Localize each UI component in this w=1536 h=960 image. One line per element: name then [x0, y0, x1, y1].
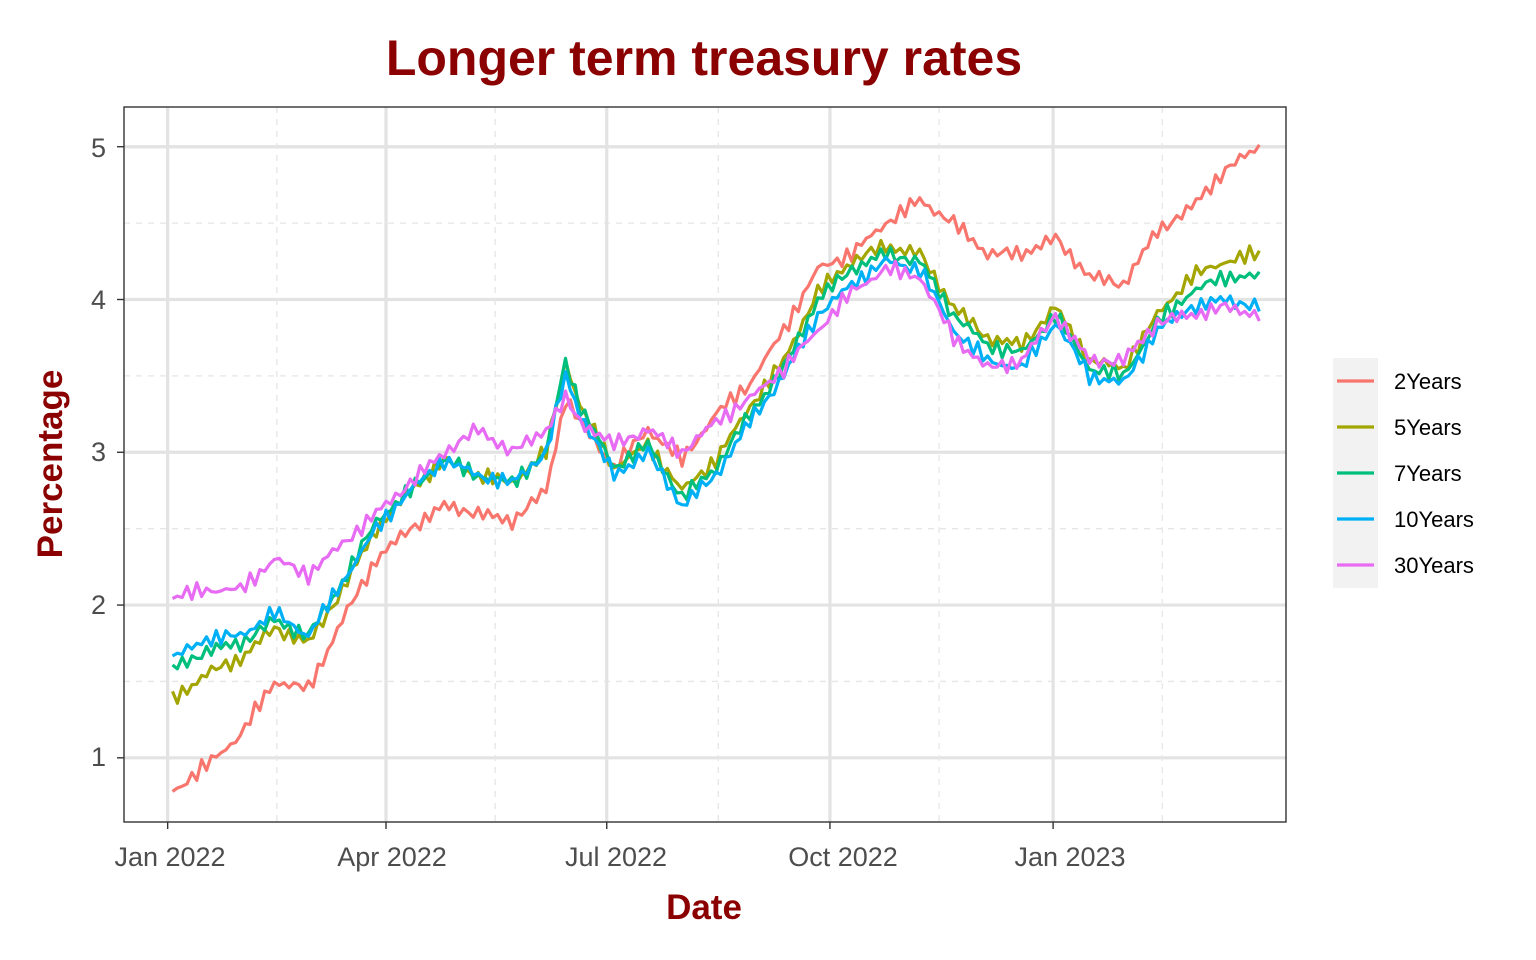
y-tick-label: 2: [91, 590, 106, 620]
x-tick-label: Apr 2022: [337, 842, 447, 872]
y-axis-title: Percentage: [31, 370, 70, 559]
y-axis-ticks: 1 2 3 4 5: [91, 133, 124, 772]
x-axis-ticks: Jan 2022 Apr 2022 Jul 2022 Oct 2022 Jan …: [114, 822, 1126, 872]
legend-label: 5Years: [1394, 415, 1462, 440]
legend-label: 2Years: [1394, 369, 1462, 394]
x-axis-title: Date: [666, 888, 742, 927]
grid-lines: [124, 107, 1286, 822]
legend-label: 30Years: [1394, 553, 1474, 578]
y-tick-label: 5: [91, 133, 106, 163]
x-tick-label: Oct 2022: [788, 842, 898, 872]
series-line-30Years: [171, 259, 1261, 602]
chart-title: Longer term treasury rates: [386, 30, 1022, 86]
plot-border: [123, 106, 1287, 823]
y-tick-label: 3: [91, 437, 106, 467]
x-tick-label: Jan 2023: [1014, 842, 1125, 872]
series-lines: [171, 143, 1261, 793]
legend-label: 7Years: [1394, 461, 1462, 486]
legend-label: 10Years: [1394, 507, 1474, 532]
y-tick-label: 1: [91, 742, 106, 772]
y-tick-label: 4: [91, 285, 106, 315]
legend: 2Years 5Years 7Years 10Years 30Years: [1333, 358, 1474, 588]
series-line-2Years: [171, 143, 1261, 793]
x-tick-label: Jan 2022: [114, 842, 225, 872]
x-tick-label: Jul 2022: [565, 842, 667, 872]
series-line-10Years: [171, 255, 1261, 658]
